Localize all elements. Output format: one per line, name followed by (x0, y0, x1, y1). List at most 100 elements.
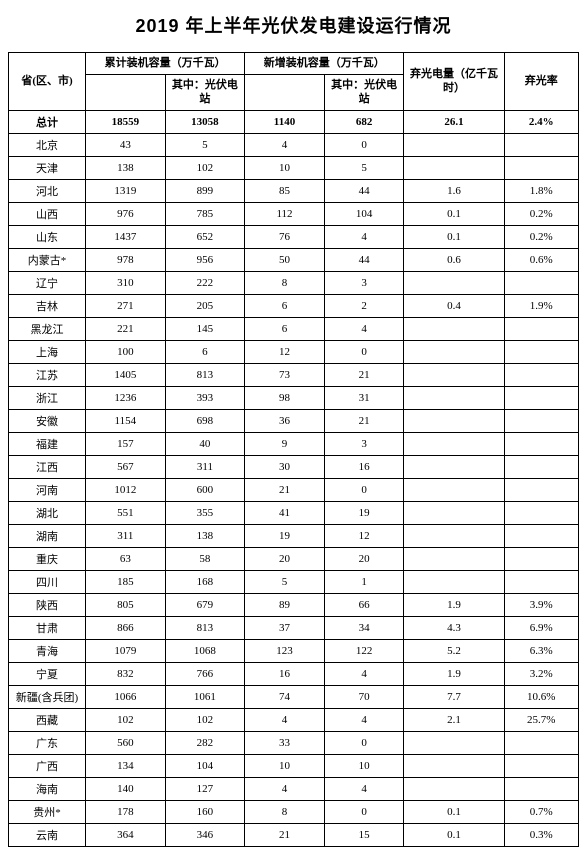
cell-new_sub: 12 (324, 524, 404, 547)
header-newly-blank (245, 75, 325, 111)
cell-curtailed (404, 340, 504, 363)
cell-rate: 3.2% (504, 662, 578, 685)
cell-province: 湖南 (9, 524, 86, 547)
cell-cum: 157 (86, 432, 166, 455)
cell-new_sub: 4 (324, 662, 404, 685)
cell-province: 浙江 (9, 386, 86, 409)
cell-rate (504, 271, 578, 294)
cell-new: 5 (245, 570, 325, 593)
cell-rate (504, 317, 578, 340)
cell-new_sub: 0 (324, 731, 404, 754)
cell-cum_sub: 58 (165, 547, 245, 570)
cell-cum_sub: 652 (165, 225, 245, 248)
cell-cum_sub: 102 (165, 156, 245, 179)
cell-rate (504, 363, 578, 386)
cell-province: 四川 (9, 570, 86, 593)
cell-province: 陕西 (9, 593, 86, 616)
cell-new: 76 (245, 225, 325, 248)
cell-cum: 18559 (86, 110, 166, 133)
table-row: 上海1006120 (9, 340, 579, 363)
cell-curtailed: 1.6 (404, 179, 504, 202)
cell-curtailed (404, 478, 504, 501)
cell-cum: 221 (86, 317, 166, 340)
table-row: 陕西80567989661.93.9% (9, 593, 579, 616)
cell-rate: 1.9% (504, 294, 578, 317)
cell-new_sub: 4 (324, 708, 404, 731)
cell-new: 8 (245, 800, 325, 823)
cell-new: 4 (245, 708, 325, 731)
pv-construction-table: 省(区、市) 累计装机容量（万千瓦） 新增装机容量（万千瓦） 弃光电量（亿千瓦时… (8, 52, 579, 847)
cell-curtailed (404, 386, 504, 409)
table-row: 四川18516851 (9, 570, 579, 593)
cell-cum_sub: 899 (165, 179, 245, 202)
header-rate: 弃光率 (504, 53, 578, 111)
cell-cum: 1079 (86, 639, 166, 662)
cell-new: 73 (245, 363, 325, 386)
header-cumulative-sub: 其中：光伏电站 (165, 75, 245, 111)
cell-rate: 6.9% (504, 616, 578, 639)
cell-rate: 0.3% (504, 823, 578, 846)
table-row: 黑龙江22114564 (9, 317, 579, 340)
cell-new_sub: 5 (324, 156, 404, 179)
cell-province: 吉林 (9, 294, 86, 317)
table-row: 江苏14058137321 (9, 363, 579, 386)
cell-new: 16 (245, 662, 325, 685)
cell-new_sub: 70 (324, 685, 404, 708)
cell-cum: 551 (86, 501, 166, 524)
table-row: 云南36434621150.10.3% (9, 823, 579, 846)
cell-rate (504, 501, 578, 524)
cell-cum_sub: 5 (165, 133, 245, 156)
table-row: 河北131989985441.61.8% (9, 179, 579, 202)
cell-province: 湖北 (9, 501, 86, 524)
cell-cum: 63 (86, 547, 166, 570)
cell-new: 85 (245, 179, 325, 202)
cell-new_sub: 15 (324, 823, 404, 846)
cell-curtailed (404, 731, 504, 754)
cell-new_sub: 3 (324, 432, 404, 455)
cell-cum: 100 (86, 340, 166, 363)
table-row: 广东560282330 (9, 731, 579, 754)
cell-new_sub: 44 (324, 248, 404, 271)
cell-new: 1140 (245, 110, 325, 133)
cell-curtailed: 0.1 (404, 800, 504, 823)
table-row: 青海107910681231225.26.3% (9, 639, 579, 662)
cell-cum_sub: 282 (165, 731, 245, 754)
cell-province: 甘肃 (9, 616, 86, 639)
cell-cum: 140 (86, 777, 166, 800)
cell-province: 江苏 (9, 363, 86, 386)
table-row: 天津138102105 (9, 156, 579, 179)
cell-cum: 1154 (86, 409, 166, 432)
cell-curtailed (404, 547, 504, 570)
cell-province: 宁夏 (9, 662, 86, 685)
cell-new: 98 (245, 386, 325, 409)
table-header: 省(区、市) 累计装机容量（万千瓦） 新增装机容量（万千瓦） 弃光电量（亿千瓦时… (9, 53, 579, 111)
cell-new_sub: 66 (324, 593, 404, 616)
cell-province: 安徽 (9, 409, 86, 432)
cell-province: 山西 (9, 202, 86, 225)
cell-new: 37 (245, 616, 325, 639)
cell-province: 河北 (9, 179, 86, 202)
cell-cum: 134 (86, 754, 166, 777)
cell-cum_sub: 355 (165, 501, 245, 524)
cell-new_sub: 21 (324, 363, 404, 386)
cell-curtailed: 0.1 (404, 225, 504, 248)
cell-cum: 978 (86, 248, 166, 271)
cell-cum: 1236 (86, 386, 166, 409)
cell-rate (504, 409, 578, 432)
cell-new_sub: 3 (324, 271, 404, 294)
cell-cum_sub: 205 (165, 294, 245, 317)
cell-curtailed (404, 524, 504, 547)
cell-curtailed: 1.9 (404, 662, 504, 685)
cell-new_sub: 10 (324, 754, 404, 777)
cell-province: 海南 (9, 777, 86, 800)
cell-new_sub: 0 (324, 478, 404, 501)
cell-cum_sub: 222 (165, 271, 245, 294)
cell-curtailed (404, 409, 504, 432)
table-row: 辽宁31022283 (9, 271, 579, 294)
cell-cum: 1066 (86, 685, 166, 708)
cell-cum_sub: 168 (165, 570, 245, 593)
cell-cum_sub: 766 (165, 662, 245, 685)
cell-province: 广东 (9, 731, 86, 754)
cell-new_sub: 4 (324, 225, 404, 248)
cell-new_sub: 4 (324, 777, 404, 800)
